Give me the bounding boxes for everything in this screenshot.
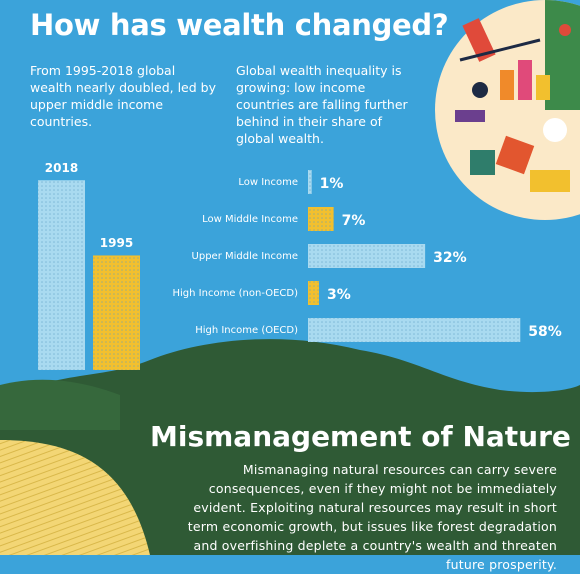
bar-texture <box>308 244 426 268</box>
bar-texture <box>93 255 140 370</box>
category-label: Upper Middle Income <box>192 251 298 262</box>
value-label: 32% <box>433 250 467 266</box>
value-label: 7% <box>342 213 366 229</box>
value-label: 3% <box>327 287 351 303</box>
bar-texture <box>308 207 334 231</box>
section-body: Mismanaging natural resources can carry … <box>187 462 557 572</box>
hill <box>0 339 580 555</box>
category-label: High Income (OECD) <box>195 325 298 336</box>
category-label: Low Income <box>238 177 298 188</box>
bar-texture <box>308 318 521 342</box>
hill <box>0 379 120 430</box>
bar-label: 1995 <box>100 236 133 250</box>
value-label: 1% <box>320 176 344 192</box>
section-title: Mismanagement of Nature <box>150 420 571 453</box>
globe-decoration <box>435 0 580 220</box>
bar-texture <box>308 170 312 194</box>
field <box>0 440 150 555</box>
bar-label: 2018 <box>45 161 78 175</box>
bar-texture <box>308 281 319 305</box>
bar-texture <box>38 180 85 370</box>
intro-text: From 1995-2018 global wealth nearly doub… <box>30 63 216 129</box>
category-label: Low Middle Income <box>202 214 298 225</box>
title: How has wealth changed? <box>30 8 449 42</box>
scene: 2018 1995 Low Income 1% Low Middle Income 7% U… <box>0 0 580 555</box>
category-label: High Income (non-OECD) <box>173 288 299 299</box>
intro-text: Global wealth inequality is growing: low… <box>236 63 408 146</box>
value-label: 58% <box>528 324 562 340</box>
